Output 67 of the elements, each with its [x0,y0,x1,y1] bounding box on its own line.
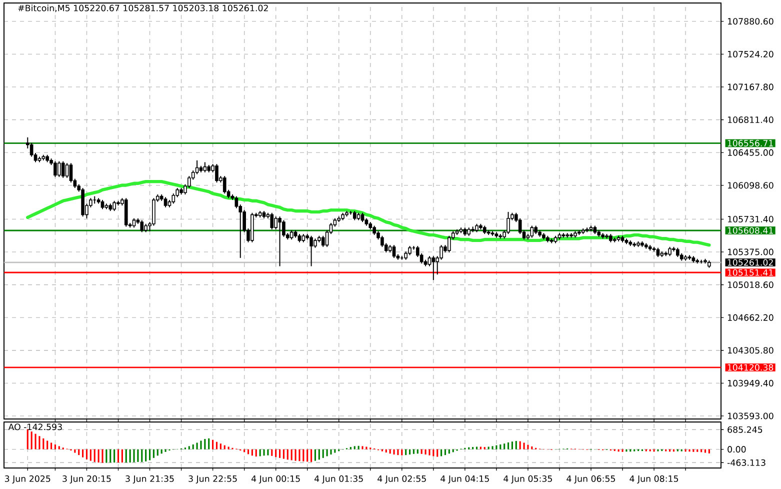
chart-title: AO -142.593 [8,424,62,430]
candlestick [530,225,534,238]
candlestick [392,244,396,258]
candlestick [234,196,238,209]
candlestick [668,246,672,257]
candlestick [112,200,116,212]
y-tick-label: 104305.80 [728,347,774,354]
x-tick-label: 4 Jun 05:35 [504,475,552,484]
candlestick [408,245,412,256]
x-tick-label: 4 Jun 04:15 [440,475,489,484]
candlestick [372,225,376,236]
y-tick-label: 106811.40 [728,116,774,124]
y-tick-label: 685.245 [728,426,762,433]
x-tick-label: 3 Jun 2025 [4,475,50,484]
y-tick-label: 106098.60 [728,182,774,189]
y-tick-label: 104662.20 [728,314,774,321]
ref-line-label: 105151.41 [728,269,773,276]
candlestick [65,162,69,178]
candlestick [270,212,274,230]
y-tick-label: 105731.40 [728,216,774,222]
candlestick [30,142,34,158]
x-tick-label: 3 Jun 22:55 [188,475,237,484]
candlestick [314,238,317,248]
x-tick-label: 4 Jun 01:35 [314,475,363,484]
ref-line-label: 105261.02 [728,259,773,266]
candlestick [274,216,278,230]
chart-title: #Bitcoin,M5 105220.67 105281.57 105203.18 105261.02 [18,4,268,12]
candlestick [352,210,356,221]
candlestick [222,176,226,194]
candlestick [69,162,73,183]
y-tick-label: 103949.40 [728,380,774,386]
x-tick-label: 4 Jun 02:55 [378,475,426,484]
y-tick-label: 103593.00 [728,412,774,420]
ref-line-label: 104120.38 [728,364,774,371]
x-tick-label: 4 Jun 06:55 [566,475,615,484]
candlestick [310,235,313,267]
candlestick [428,256,432,267]
x-tick-label: 3 Jun 20:15 [62,475,111,484]
x-tick-label: 4 Jun 00:15 [251,475,300,484]
candlestick [164,196,168,208]
candlestick [506,211,510,235]
y-tick-label: 107167.80 [728,84,774,90]
y-tick-label: 106455.00 [728,149,774,156]
candlestick [140,220,144,233]
x-tick-label: 4 Jun 08:15 [630,475,678,484]
x-tick-label: 3 Jun 21:35 [126,475,174,484]
candlestick [54,160,57,178]
candlestick [518,218,522,235]
y-tick-label: 0.00 [728,446,746,453]
candlestick [448,235,451,253]
candlestick [676,247,680,258]
ref-line-label: 105608.41 [728,227,773,234]
candlestick [278,216,282,267]
y-tick-label: 107880.60 [728,18,774,25]
y-tick-label: 105018.60 [728,281,774,288]
y-tick-label: 107524.20 [728,50,774,58]
candlestick [61,160,65,178]
candlestick [321,235,325,248]
candlestick [172,193,176,204]
candlestick [215,164,218,183]
candlestick [203,162,207,173]
candlestick [290,230,294,240]
candlestick [57,160,61,178]
y-tick-label: -463.113 [727,459,766,466]
ref-line-label: 106556.71 [728,140,773,146]
candlestick [432,256,436,281]
y-tick-label: 105375.00 [728,248,774,256]
